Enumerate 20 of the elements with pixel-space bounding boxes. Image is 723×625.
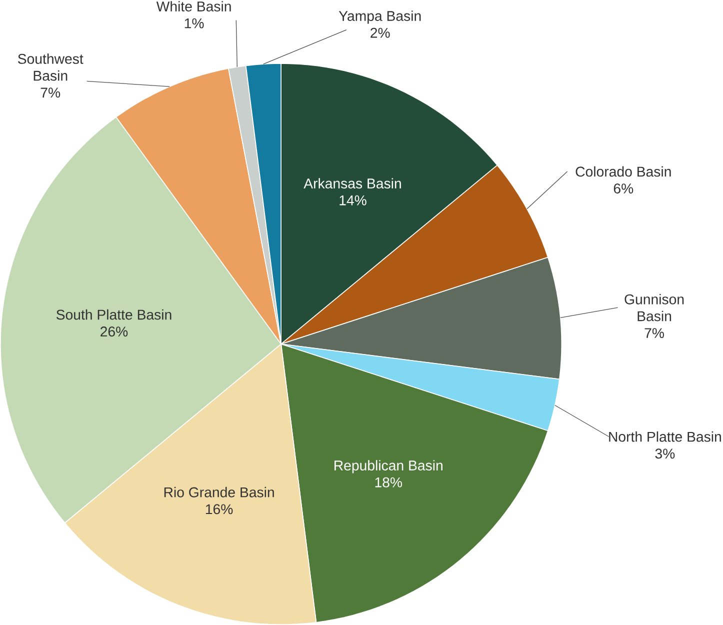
slice-label: Yampa Basin — [338, 10, 421, 24]
data-label: 6% — [614, 184, 634, 194]
slice-label: White Basin — [156, 1, 231, 12]
data-label: 18% — [375, 477, 402, 488]
data-label: 14% — [340, 195, 366, 206]
slice-label: Colorado Basin — [576, 166, 671, 177]
slice-label: Rio Grande Basin — [164, 486, 274, 498]
data-label: 16% — [206, 504, 233, 514]
data-label: 7% — [644, 328, 664, 338]
data-label: 2% — [370, 28, 390, 38]
data-label: 7% — [40, 88, 60, 98]
slice-label: Gunnison Basin — [624, 294, 684, 322]
slice-label: Arkansas Basin — [304, 178, 401, 189]
slice-label: Republican Basin — [334, 460, 442, 474]
data-label: 3% — [655, 448, 675, 459]
data-label: 1% — [184, 18, 204, 28]
slice-label: South Platte Basin — [56, 309, 172, 320]
data-label: 26% — [100, 326, 128, 337]
slice-label: North Platte Basin — [609, 431, 721, 442]
slice-label: Southwest Basin — [18, 54, 84, 81]
